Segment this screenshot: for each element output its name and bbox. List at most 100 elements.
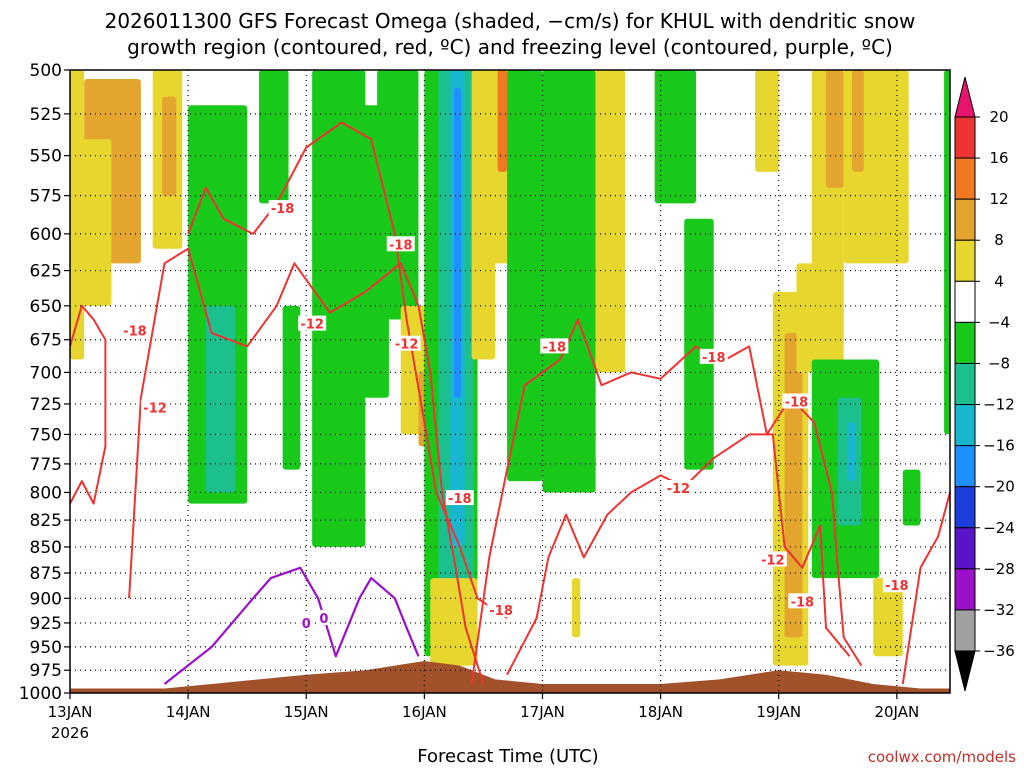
dgz-contour-line — [725, 345, 863, 667]
contour-label: -18 — [489, 604, 513, 619]
y-tick-label: 625 — [30, 262, 62, 282]
colorbar-band — [954, 362, 976, 406]
contour-label: -18 — [448, 492, 472, 507]
y-tick-label: 725 — [30, 395, 62, 415]
colorbar-bottom-arrow — [954, 650, 976, 692]
omega-patch — [684, 218, 714, 470]
y-tick-label: 950 — [30, 638, 62, 658]
y-tick-label: 825 — [30, 511, 62, 531]
omega-patch — [258, 70, 289, 204]
contour-label: -12 — [300, 318, 324, 333]
y-tick-label: 775 — [30, 455, 62, 475]
x-tick-label: 16JAN — [402, 703, 447, 721]
x-axis-label: Forecast Time (UTC) — [417, 746, 598, 767]
colorbar-band — [954, 609, 976, 652]
contour-label: -18 — [543, 340, 567, 355]
y-tick-label: 700 — [30, 363, 62, 383]
y-tick-label: 1000 — [19, 684, 62, 704]
colorbar-label: −28 — [983, 560, 1015, 578]
omega-patch — [75, 139, 112, 306]
omega-patch — [847, 422, 856, 482]
y-tick-label: 500 — [30, 61, 62, 81]
colorbar-label: −24 — [983, 519, 1015, 537]
colorbar-band — [954, 239, 976, 282]
y-tick-label: 925 — [30, 614, 62, 634]
colorbar-label: 20 — [989, 108, 1008, 126]
omega-patch — [595, 70, 626, 373]
x-tick-label: 19JAN — [756, 703, 801, 721]
y-tick-label: 600 — [30, 225, 62, 245]
contour-label-bg — [268, 200, 297, 216]
colorbar-band — [954, 321, 976, 364]
omega-patch — [825, 70, 844, 188]
x-tick-label: 20JAN — [874, 703, 919, 721]
dgz-contour-line — [470, 318, 715, 685]
y-tick-label: 900 — [30, 589, 62, 609]
colorbar-label: −12 — [983, 396, 1015, 414]
y-tick-label: 525 — [30, 105, 62, 125]
contour-label-bg — [487, 602, 516, 618]
credit-text: coolwx.com/models — [868, 748, 1016, 766]
contour-label-bg — [782, 393, 811, 409]
dgz-contour-line — [901, 492, 951, 685]
colorbar: 20 16 12 8 4 −4 −8 −12 −16 −20 −24 −28 −32 −36 — [954, 76, 1015, 692]
x-axis-start-year: 2026 — [51, 724, 89, 742]
contour-label: -12 — [761, 554, 785, 569]
contour-label-bg — [298, 315, 327, 331]
omega-patch — [162, 96, 177, 196]
colorbar-band — [954, 568, 976, 611]
terrain-fill — [70, 661, 950, 693]
y-tick-label: 800 — [30, 483, 62, 503]
contour-label-bg — [540, 338, 569, 354]
x-tick-label: 17JAN — [520, 703, 565, 721]
contour-label: -12 — [143, 402, 167, 417]
colorbar-band — [954, 486, 976, 529]
x-tick-label: 15JAN — [284, 703, 329, 721]
colorbar-label: 4 — [994, 272, 1004, 290]
omega-patch — [507, 70, 543, 482]
omega-patch — [851, 70, 864, 172]
colorbar-label: −8 — [988, 354, 1010, 372]
colorbar-label: 12 — [989, 190, 1008, 208]
contour-label-bg — [141, 399, 170, 415]
x-tick-label: 14JAN — [166, 703, 211, 721]
chart-title-line2: growth region (contoured, red, ºC) and f… — [127, 35, 893, 59]
colorbar-label: −16 — [983, 437, 1015, 455]
omega-patch — [205, 305, 236, 493]
contour-label-bg — [120, 322, 149, 338]
omega-patch — [453, 87, 461, 398]
y-tick-label: 750 — [30, 425, 62, 445]
omega-patch — [902, 469, 921, 526]
contour-label: -18 — [791, 595, 815, 610]
y-tick-label: 575 — [30, 187, 62, 207]
contour-label-layer: -18 -12 -18 -12 -18 -12 -18 -18 -18 -12 -18 -12 -18 -… — [120, 200, 911, 632]
y-tick-label: 850 — [30, 538, 62, 558]
omega-patch — [944, 70, 950, 435]
dgz-contour-line — [506, 433, 750, 676]
contour-label-bg — [882, 577, 911, 593]
y-tick-label: 650 — [30, 297, 62, 317]
contour-label: -18 — [885, 579, 909, 594]
colorbar-label: −32 — [983, 601, 1015, 619]
contour-label-bg — [445, 490, 474, 506]
contour-label: 0 — [319, 612, 328, 627]
colorbar-band — [954, 445, 976, 488]
contour-label-bg — [664, 479, 693, 495]
omega-patch — [572, 578, 581, 638]
colorbar-label: −4 — [988, 313, 1010, 331]
plot-frame — [69, 69, 951, 694]
contour-label: 0 — [302, 617, 311, 632]
contour-label: -18 — [702, 351, 726, 366]
x-axis-ticks: 13JAN 14JAN 15JAN 16JAN 17JAN 18JAN 19JAN 20JAN — [48, 693, 919, 721]
y-tick-label: 875 — [30, 564, 62, 584]
colorbar-band — [954, 198, 976, 241]
freezing-level-layer — [163, 566, 420, 685]
contour-label: -18 — [785, 395, 809, 410]
contour-label-bg — [317, 610, 330, 626]
contour-label-bg — [386, 236, 415, 252]
contour-label-bg — [699, 348, 728, 364]
colorbar-band — [954, 116, 976, 159]
colorbar-label: 8 — [994, 231, 1004, 249]
contour-label-bg — [758, 551, 787, 567]
